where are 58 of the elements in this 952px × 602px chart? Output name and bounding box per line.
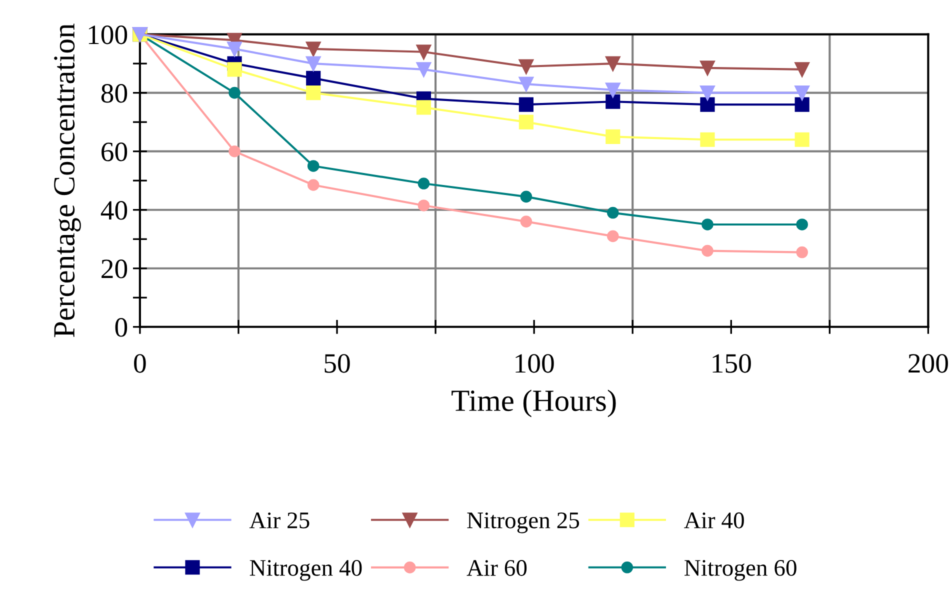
point	[416, 100, 432, 115]
legend-label: Air 25	[249, 512, 310, 528]
point	[702, 218, 714, 230]
legend-label: Nitrogen 60	[684, 560, 796, 581]
y-tick-label: 40	[100, 201, 128, 220]
y-axis-title: Percentage Concentration	[54, 24, 81, 338]
point	[307, 179, 320, 191]
x-tick-label: 50	[324, 354, 350, 373]
x-axis-title: Time (Hours)	[452, 390, 616, 418]
point	[518, 97, 534, 112]
legend-label: Air 40	[684, 512, 744, 528]
point	[306, 42, 321, 56]
point	[306, 70, 321, 86]
point	[794, 62, 810, 77]
point	[794, 97, 810, 112]
point	[796, 218, 808, 230]
y-tick-label: 20	[102, 260, 128, 278]
point	[416, 44, 432, 60]
point	[227, 42, 242, 56]
point	[606, 94, 620, 109]
point	[418, 200, 430, 212]
point	[227, 62, 242, 77]
point	[306, 56, 321, 71]
point	[794, 132, 810, 147]
point	[606, 82, 620, 98]
point	[796, 246, 808, 258]
point	[606, 206, 619, 219]
point	[518, 59, 534, 74]
point	[306, 86, 321, 100]
point	[700, 86, 715, 100]
x-tick-label: 0	[134, 354, 146, 373]
point	[606, 56, 620, 71]
point	[606, 230, 619, 242]
point	[794, 86, 810, 100]
point	[228, 145, 240, 158]
y-tick-label: 100	[88, 25, 128, 44]
point	[700, 97, 715, 112]
x-tick-label: 150	[712, 354, 751, 373]
point	[418, 178, 430, 190]
point	[416, 62, 432, 77]
point	[518, 114, 534, 130]
x-tick-label: 200	[908, 354, 948, 373]
legend-label: Air 60	[466, 560, 527, 576]
legend-label: Nitrogen 25	[467, 512, 580, 534]
point	[700, 132, 715, 147]
point	[702, 244, 714, 257]
point	[520, 216, 532, 228]
x-tick-label: 100	[516, 354, 554, 373]
point	[518, 76, 534, 92]
legend-label: Nitrogen 40	[250, 560, 362, 581]
y-tick-label: 60	[102, 142, 128, 162]
y-tick-label: 0	[115, 318, 128, 337]
point	[606, 129, 620, 144]
point	[520, 190, 532, 203]
point	[228, 86, 240, 99]
point	[307, 160, 320, 172]
y-tick-label: 80	[101, 84, 128, 103]
point	[700, 60, 715, 76]
